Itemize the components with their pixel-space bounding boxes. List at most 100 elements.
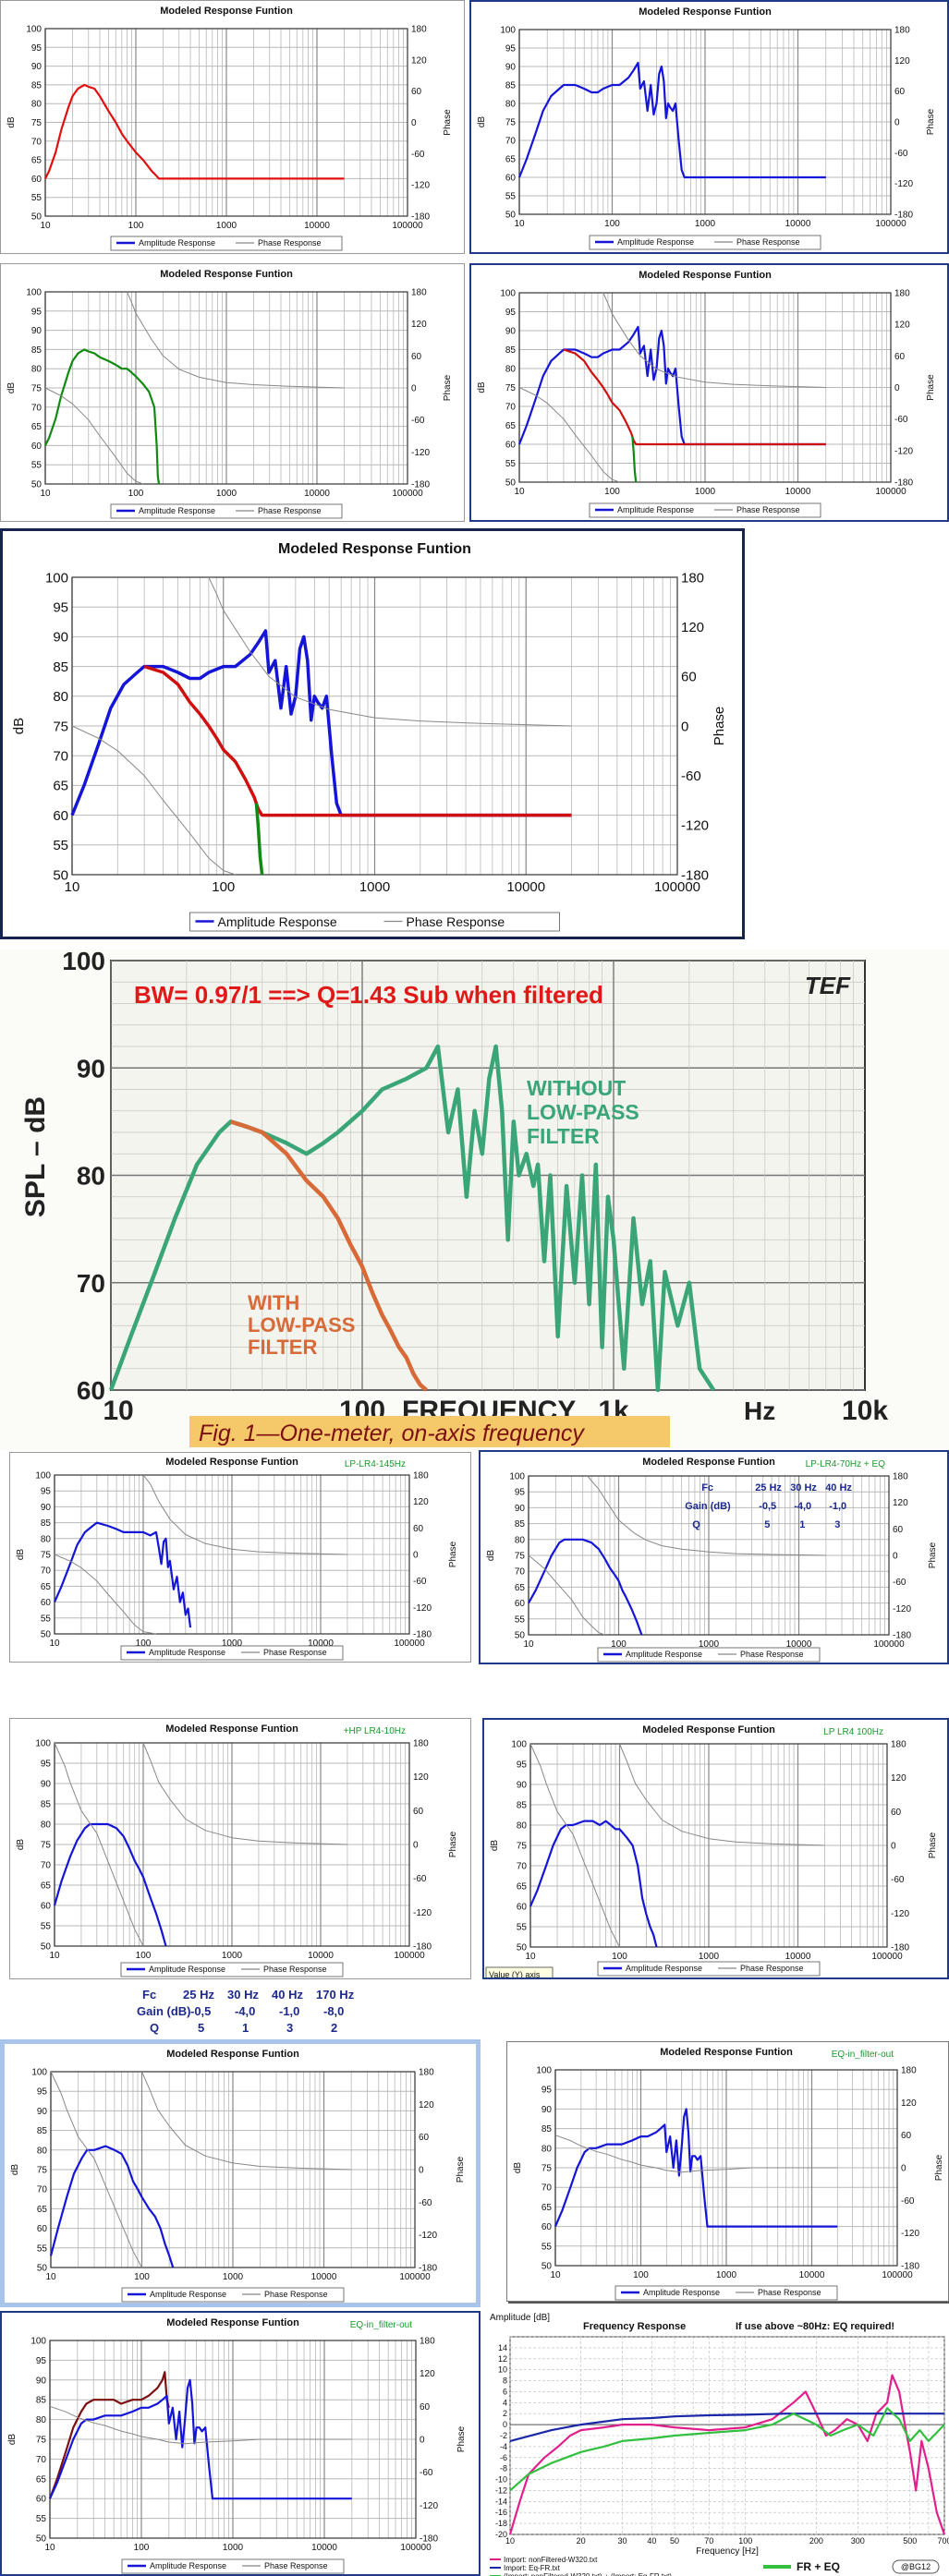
y-tick-label: 85 (31, 80, 43, 91)
chart-title: Modeled Response Funtion (166, 2317, 299, 2328)
phase-series-line (71, 725, 236, 876)
y-tick-label: 85 (517, 1801, 528, 1811)
y-tick-label: 60 (541, 2222, 553, 2232)
y-tick-label: 75 (505, 383, 517, 393)
y-tick-label: 55 (41, 1922, 52, 1932)
y-tick-label: 10 (498, 2365, 507, 2375)
y-tick-label: 85 (36, 2396, 47, 2406)
phase-series-line (528, 1554, 605, 1636)
x-tick-label: 40 (647, 2536, 656, 2546)
amplitude-series-line (517, 325, 826, 446)
x-tick-label: 10 (49, 1951, 60, 1961)
y2-tick-label: -180 (420, 2534, 438, 2545)
eq-table: Fc 25 Hz 30 Hz 40 Hz 170 Hz Gain (dB) -0,5 -4,0… (137, 1986, 414, 2038)
y2-tick-label: -120 (894, 446, 913, 456)
eq-gain-value: -0,5 (759, 1501, 776, 1512)
x-tick-label: 100000 (875, 487, 906, 497)
x-tick-label: 100 (128, 221, 144, 231)
amplitude-series-line (44, 348, 161, 485)
phase-series-line (50, 2071, 142, 2268)
y2-tick-label: -120 (901, 2229, 919, 2239)
y2-tick-label: 0 (420, 2436, 425, 2446)
chart-8: Modeled Response Funtion LP-LR4-70Hz + EQ… (486, 1457, 938, 1663)
y-tick-label: 90 (517, 1781, 528, 1791)
y-tick-label: 95 (515, 1488, 526, 1498)
amplitude-series-line (48, 2371, 170, 2499)
eq-fc-value: 30 Hz (227, 1988, 259, 2002)
chart-title: Modeled Response Funtion (165, 1457, 298, 1468)
y-tick-label: 65 (36, 2474, 47, 2485)
y-tick-label: 55 (505, 459, 517, 469)
legend-box (110, 503, 343, 519)
eq-fc-value: 30 Hz (790, 1482, 817, 1494)
y-tick-label: 80 (53, 689, 68, 705)
y2-tick-label: -60 (891, 1875, 905, 1885)
eq-fc-label: Fc (142, 1988, 156, 2002)
eq-q-label: Q (150, 2021, 159, 2035)
x-tick-label: 10 (49, 1639, 60, 1649)
x-tick-label: 100000 (875, 219, 906, 229)
legend-box (589, 235, 821, 250)
y2-axis-label: Phase (712, 707, 727, 746)
amplitude-series-line (53, 1822, 167, 1947)
y-axis-label: dB (10, 2164, 20, 2176)
y-tick-label: 50 (41, 1942, 52, 1953)
y2-axis-label: Phase (456, 2425, 467, 2452)
plot-frame (44, 28, 408, 217)
y2-tick-label: -120 (413, 1603, 432, 1614)
y2-axis-label: Phase (926, 374, 936, 401)
x-tick-label: 10000 (311, 2272, 337, 2282)
y2-tick-label: -120 (411, 448, 430, 458)
x-tick-label: 100 (633, 2270, 649, 2280)
chart-title: Modeled Response Funtion (165, 1723, 298, 1735)
y-tick-label: 50 (53, 867, 68, 883)
amplitude-series-line (517, 61, 826, 179)
y-tick-label: 75 (505, 118, 517, 128)
y-tick-label: 70 (77, 1269, 105, 1298)
legend-amp-label: Amplitude Response (218, 914, 337, 929)
x-tick-label: 100 (136, 1951, 152, 1961)
y-tick-label: 80 (31, 365, 43, 375)
y2-tick-label: -120 (894, 179, 913, 189)
x-tick-label: 200 (809, 2536, 823, 2546)
y-tick-label: 95 (53, 599, 68, 615)
y-tick-label: 55 (31, 461, 43, 471)
plot-frame (50, 2071, 416, 2268)
eq-fc-value: 170 Hz (316, 1988, 355, 2002)
phase-series-line (49, 2405, 352, 2445)
x-tick-label: 1000 (222, 1639, 243, 1649)
y2-tick-label: -180 (894, 211, 913, 221)
annotation-with: WITH (248, 1291, 299, 1314)
y-tick-label: 95 (37, 2087, 48, 2098)
eq-q-value: 5 (764, 1519, 770, 1530)
legend-phase-label: Phase Response (758, 2288, 821, 2297)
x-tick-label: 100000 (871, 1952, 903, 1962)
y2-tick-label: 180 (894, 289, 910, 299)
eq-q-value: 1 (799, 1519, 805, 1530)
legend-phase-label: Phase Response (263, 1648, 327, 1657)
y-tick-label: 50 (505, 478, 517, 489)
y-tick-label: 100 (26, 288, 42, 298)
y-tick-label: 75 (41, 1551, 52, 1561)
x-tick-label: 1000 (716, 2270, 737, 2280)
y-tick-label: 65 (505, 421, 517, 431)
x-tick-label: 10k (842, 1396, 888, 1426)
eq-fc-value: 25 Hz (755, 1482, 782, 1494)
x-tick-label: 10000 (785, 219, 811, 229)
y2-axis-label: Phase (448, 1541, 458, 1567)
y2-tick-label: -120 (893, 1604, 911, 1615)
y-tick-label: 60 (77, 1376, 105, 1405)
y-tick-label: 75 (36, 2436, 47, 2446)
chart-title: Modeled Response Funtion (639, 6, 772, 18)
y2-tick-label: -60 (413, 1577, 427, 1587)
y-axis-label: dB (490, 1840, 500, 1852)
y-tick-label: 85 (41, 1518, 52, 1529)
x-tick-label: 10000 (786, 1639, 812, 1650)
x-tick-label: 10 (40, 221, 51, 231)
y-tick-label: 95 (41, 1760, 52, 1770)
eq-q-value: 2 (331, 2021, 337, 2035)
y2-tick-label: 120 (411, 320, 427, 330)
y2-tick-label: 60 (891, 1808, 902, 1818)
y-tick-label: 75 (31, 118, 43, 128)
eq-fc-value: 40 Hz (272, 1988, 303, 2002)
